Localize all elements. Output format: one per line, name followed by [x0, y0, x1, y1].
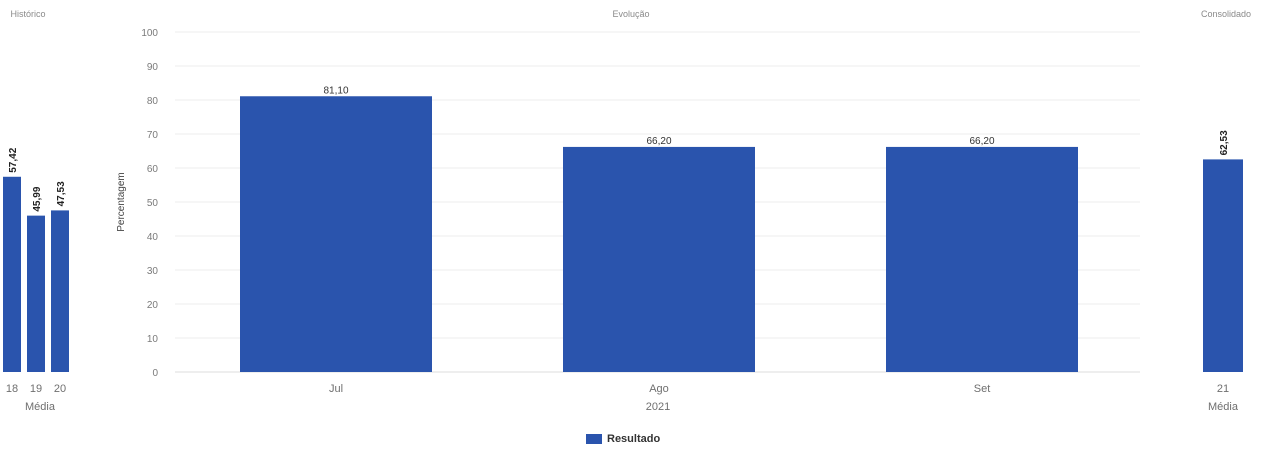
historico-value-label: 45,99 — [32, 186, 43, 211]
y-tick-label: 30 — [147, 266, 159, 277]
chart-text: Histórico 57,42 18 45,99 19 47,53 20 Média Evolu… — [6, 9, 1251, 413]
y-tick-label: 60 — [147, 164, 159, 175]
evolucao-category-label: Ago — [649, 383, 669, 395]
historico-category-label: 20 — [54, 383, 66, 395]
evolucao-value-label: 66,20 — [969, 136, 994, 147]
historico-category-label: 19 — [30, 383, 42, 395]
y-tick-label: 50 — [147, 198, 159, 209]
legend-label: Resultado — [607, 433, 661, 445]
historico-category-label: 18 — [6, 383, 18, 395]
y-axis-label: Percentagem — [116, 172, 127, 231]
legend-swatch — [586, 434, 602, 444]
y-tick-label: 100 — [141, 28, 158, 39]
evolucao-value-label: 81,10 — [323, 85, 348, 96]
bars — [3, 96, 1243, 372]
consolidado-group-label: Média — [1208, 401, 1239, 413]
evolucao-bar-Ago — [563, 146, 755, 372]
historico-value-label: 57,42 — [8, 147, 19, 172]
y-tick-label: 70 — [147, 130, 159, 141]
y-tick-label: 80 — [147, 96, 159, 107]
y-tick-label: 20 — [147, 300, 159, 311]
evolucao-category-label: Jul — [329, 383, 343, 395]
y-tick-label: 40 — [147, 232, 159, 243]
evolucao-title: Evolução — [612, 9, 649, 19]
y-tick-label: 0 — [152, 368, 158, 379]
historico-bar-18 — [3, 176, 21, 372]
consolidado-value-label: 62,53 — [1219, 130, 1230, 155]
historico-title: Histórico — [10, 9, 45, 19]
evolucao-category-label: Set — [974, 383, 991, 395]
y-tick-label: 10 — [147, 334, 159, 345]
evolucao-bar-Set — [886, 146, 1078, 372]
historico-bar-19 — [27, 215, 45, 372]
historico-group-label: Média — [25, 401, 56, 413]
evolucao-value-label: 66,20 — [646, 136, 671, 147]
legend: Resultado — [586, 433, 660, 445]
evolucao-bar-Jul — [240, 96, 432, 372]
consolidado-category-label: 21 — [1217, 383, 1229, 395]
y-tick-label: 90 — [147, 62, 159, 73]
evolucao-group-label: 2021 — [646, 401, 670, 413]
consolidado-title: Consolidado — [1201, 9, 1251, 19]
consolidado-bar-21 — [1203, 159, 1243, 372]
historico-value-label: 47,53 — [56, 181, 67, 206]
historico-bar-20 — [51, 210, 69, 372]
